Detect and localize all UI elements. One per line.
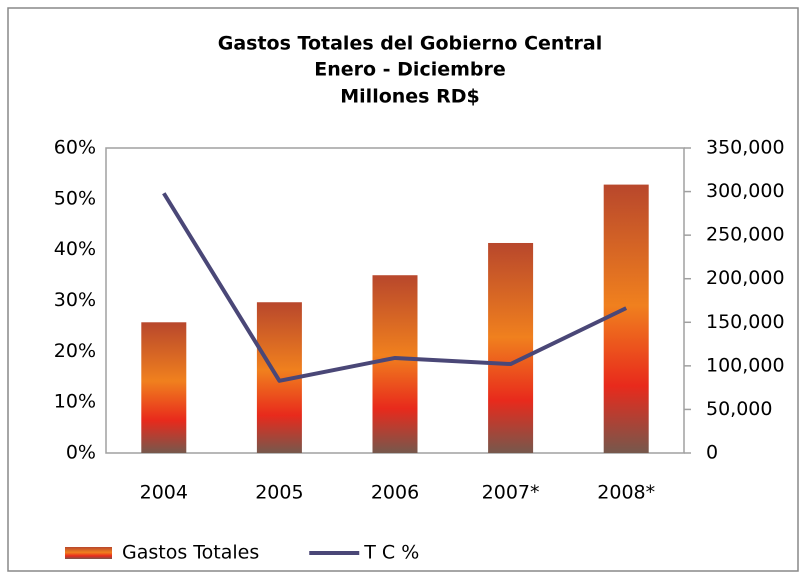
legend-label: Gastos Totales — [122, 542, 259, 564]
line — [162, 192, 628, 383]
y-tick-label: 40% — [54, 238, 96, 260]
y2-tick-label: 350,000 — [706, 137, 785, 159]
x-tick-label: 2007* — [482, 482, 540, 504]
x-tick-label: 2005 — [255, 482, 303, 504]
chart-title: Enero - Diciembre — [314, 59, 506, 81]
y2-tick-label: 200,000 — [706, 267, 785, 289]
bar — [488, 242, 534, 453]
x-tick-label: 2006 — [371, 482, 419, 504]
bar — [141, 322, 187, 453]
bar — [603, 184, 649, 453]
y2-tick-label: 100,000 — [706, 354, 785, 376]
chart-title: Millones RD$ — [340, 86, 479, 108]
y-tick-label: 20% — [54, 340, 96, 362]
y-tick-label: 0% — [66, 442, 96, 464]
y-tick-label: 10% — [54, 391, 96, 413]
y-tick-label: 50% — [54, 187, 96, 209]
y2-tick-label: 0 — [706, 442, 718, 464]
y-tick-label: 30% — [54, 289, 96, 311]
x-tick-label: 2008* — [597, 482, 655, 504]
x-tick-label: 2004 — [140, 482, 188, 504]
y2-tick-label: 50,000 — [706, 398, 772, 420]
legend-swatch — [65, 547, 112, 559]
bar — [372, 275, 418, 453]
legend-label: T C % — [363, 542, 419, 564]
y2-tick-label: 150,000 — [706, 311, 785, 333]
y-tick-label: 60% — [54, 137, 96, 159]
y2-tick-label: 300,000 — [706, 180, 785, 202]
chart-title: Gastos Totales del Gobierno Central — [218, 33, 602, 55]
y2-tick-label: 250,000 — [706, 224, 785, 246]
